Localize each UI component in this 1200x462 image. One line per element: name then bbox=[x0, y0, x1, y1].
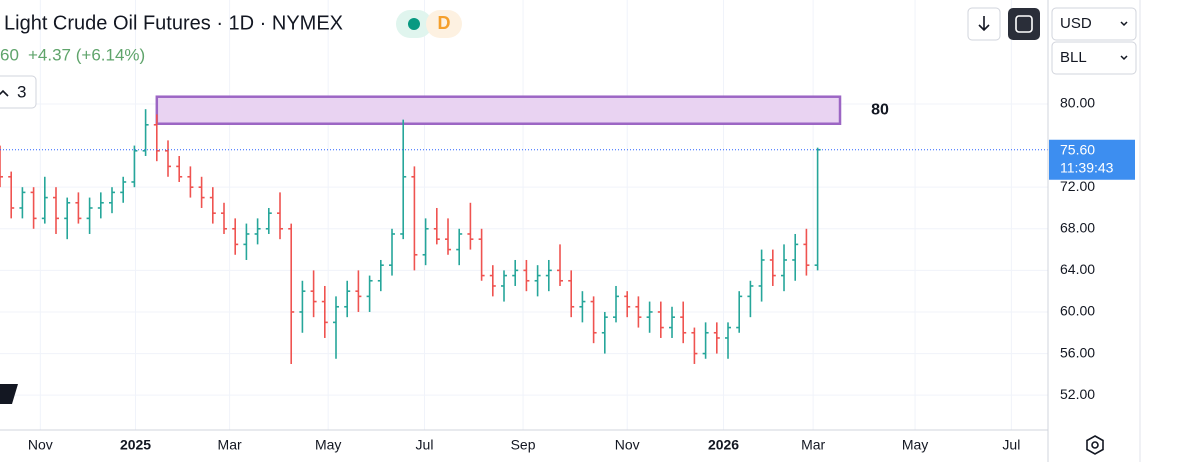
x-tick-label: Mar bbox=[218, 437, 242, 453]
x-tick-label: 2025 bbox=[120, 437, 151, 453]
settings-icon-core bbox=[1091, 441, 1099, 449]
unit-select[interactable] bbox=[1051, 41, 1137, 75]
x-tick-label: Mar bbox=[801, 437, 825, 453]
currency-text[interactable]: USD bbox=[1060, 15, 1092, 32]
badge-pill bbox=[426, 10, 462, 38]
zone-label: 80 bbox=[871, 101, 889, 118]
x-tick-label: Nov bbox=[615, 437, 640, 453]
y-tick-label: 72.00 bbox=[1060, 178, 1095, 194]
y-tick-label: 56.00 bbox=[1060, 344, 1095, 360]
x-tick-label: May bbox=[902, 437, 928, 453]
x-tick-label: 2026 bbox=[708, 437, 739, 453]
delay-badge: D bbox=[438, 13, 451, 33]
chevron-icon bbox=[0, 89, 9, 97]
market-status-dot bbox=[408, 18, 420, 30]
y-tick-label: 80.00 bbox=[1060, 95, 1095, 111]
x-tick-label: Nov bbox=[28, 437, 53, 453]
chevron-icon bbox=[1120, 21, 1128, 27]
y-tick-label: 52.00 bbox=[1060, 386, 1095, 402]
x-tick-label: Sep bbox=[511, 437, 536, 453]
settings-icon[interactable] bbox=[1086, 435, 1104, 455]
x-tick-label: Jul bbox=[1002, 437, 1020, 453]
x-tick-label: May bbox=[315, 437, 341, 453]
logo-fragment bbox=[0, 384, 18, 404]
x-tick-label: Jul bbox=[416, 437, 434, 453]
indicator-count[interactable]: 3 bbox=[17, 82, 26, 101]
last-price-box bbox=[1049, 139, 1135, 180]
y-tick-label: 68.00 bbox=[1060, 219, 1095, 235]
symbol-title: Light Crude Oil Futures · 1D · NYMEX bbox=[4, 12, 343, 34]
zone-rect bbox=[155, 95, 842, 125]
y-tick-label: 60.00 bbox=[1060, 303, 1095, 319]
last-price-label: 75.60 bbox=[1060, 141, 1095, 157]
countdown-label: 11:39:43 bbox=[1060, 159, 1114, 175]
fullscreen-icon bbox=[1015, 15, 1033, 33]
down-arrow-icon bbox=[978, 16, 990, 32]
chevron-icon bbox=[1120, 55, 1128, 61]
indicator-toggle[interactable] bbox=[0, 75, 37, 109]
price-partial: 60 bbox=[0, 45, 19, 64]
unit-text[interactable]: BLL bbox=[1060, 49, 1087, 66]
currency-select[interactable] bbox=[1051, 7, 1137, 41]
fullscreen-button[interactable] bbox=[1008, 8, 1040, 40]
plot-area: 80 bbox=[0, 0, 1048, 430]
price-change: +4.37 (+6.14%) bbox=[28, 45, 145, 64]
y-tick-label: 64.00 bbox=[1060, 261, 1095, 277]
